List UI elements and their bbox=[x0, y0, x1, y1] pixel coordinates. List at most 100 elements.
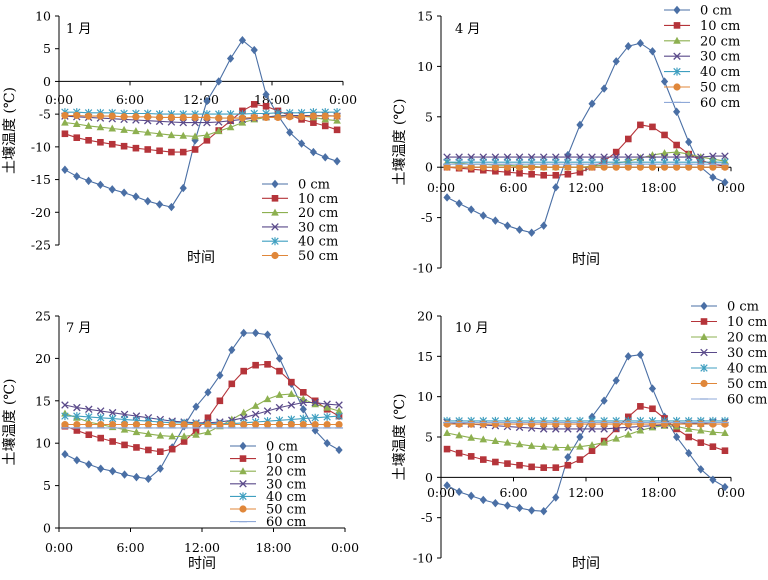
data-point bbox=[144, 429, 153, 437]
series-60cm bbox=[443, 163, 729, 165]
data-point bbox=[228, 345, 236, 355]
data-point bbox=[721, 152, 729, 160]
data-point bbox=[309, 112, 318, 120]
data-point bbox=[576, 456, 584, 463]
legend-label: 10 cm bbox=[727, 315, 767, 330]
x-axis-label: 时间 bbox=[187, 250, 215, 266]
data-point bbox=[109, 438, 116, 445]
y-tick-label: 20 bbox=[417, 309, 433, 324]
data-point bbox=[167, 131, 176, 139]
data-point bbox=[685, 420, 693, 428]
data-point bbox=[552, 464, 560, 471]
data-point bbox=[709, 163, 717, 171]
data-point bbox=[673, 141, 680, 149]
data-point bbox=[455, 449, 463, 457]
x-tick-label: 12:00 bbox=[568, 180, 604, 195]
series-50cm bbox=[61, 420, 343, 429]
x-tick-label: 0:00 bbox=[427, 180, 455, 195]
legend-marker bbox=[239, 455, 247, 462]
series-50cm bbox=[61, 111, 341, 122]
data-point bbox=[215, 77, 223, 86]
data-point bbox=[132, 192, 140, 201]
series-60cm bbox=[443, 421, 729, 424]
legend-label: 30 cm bbox=[727, 346, 767, 361]
data-point bbox=[61, 412, 69, 421]
data-point bbox=[685, 448, 693, 458]
x-tick-label: 18:00 bbox=[640, 180, 676, 195]
data-point bbox=[252, 328, 260, 338]
legend-marker bbox=[271, 223, 279, 231]
data-point bbox=[528, 506, 536, 515]
data-point bbox=[240, 328, 248, 338]
data-point bbox=[311, 413, 319, 422]
legend-label: 50 cm bbox=[700, 81, 740, 96]
data-point bbox=[168, 148, 175, 156]
legend-marker bbox=[673, 36, 681, 44]
legend-label: 20 cm bbox=[700, 34, 740, 49]
data-point bbox=[503, 163, 512, 171]
data-point bbox=[624, 163, 632, 171]
series-30cm bbox=[443, 152, 729, 161]
y-tick-label: -10 bbox=[31, 139, 51, 154]
data-point bbox=[144, 146, 152, 153]
x-tick-label: 18:00 bbox=[640, 485, 676, 500]
data-point bbox=[179, 131, 188, 139]
data-point bbox=[108, 124, 117, 132]
data-point bbox=[515, 225, 524, 234]
data-point bbox=[333, 116, 341, 124]
data-point bbox=[588, 447, 596, 455]
data-point bbox=[467, 420, 475, 428]
data-point bbox=[133, 444, 140, 451]
legend-marker bbox=[239, 467, 247, 475]
y-tick-label: 5 bbox=[425, 430, 433, 445]
data-point bbox=[228, 380, 236, 388]
data-point bbox=[240, 420, 248, 429]
data-point bbox=[73, 427, 81, 434]
data-point bbox=[721, 163, 729, 171]
data-point bbox=[455, 431, 463, 439]
data-point bbox=[299, 427, 308, 429]
data-point bbox=[624, 135, 632, 143]
data-point bbox=[132, 420, 141, 429]
data-point bbox=[132, 113, 140, 121]
legend-marker bbox=[700, 301, 708, 311]
data-point bbox=[156, 431, 165, 439]
data-point bbox=[97, 420, 105, 429]
data-point bbox=[252, 361, 259, 369]
data-point bbox=[467, 453, 475, 460]
data-point bbox=[527, 421, 536, 424]
data-point bbox=[323, 400, 331, 408]
data-point bbox=[600, 396, 608, 405]
series-50cm bbox=[443, 163, 729, 171]
data-point bbox=[323, 420, 331, 429]
x-tick-label: 0:00 bbox=[717, 485, 745, 500]
data-point bbox=[238, 36, 247, 45]
data-point bbox=[214, 127, 223, 135]
data-point bbox=[612, 421, 621, 424]
data-point bbox=[84, 112, 93, 120]
x-tick-label: 6:00 bbox=[499, 485, 527, 500]
data-point bbox=[660, 77, 669, 86]
legend-marker bbox=[271, 237, 279, 246]
data-point bbox=[96, 180, 105, 190]
y-tick-label: 0 bbox=[43, 521, 51, 536]
data-point bbox=[275, 354, 284, 363]
data-point bbox=[588, 441, 596, 449]
x-tick-label: 12:00 bbox=[184, 540, 220, 555]
data-point bbox=[539, 442, 548, 450]
legend-marker bbox=[271, 208, 279, 216]
data-point bbox=[156, 420, 164, 429]
data-point bbox=[226, 123, 235, 131]
data-point bbox=[709, 173, 717, 182]
data-point bbox=[85, 420, 93, 429]
series-line bbox=[447, 155, 725, 158]
data-point bbox=[155, 129, 164, 137]
data-point bbox=[61, 165, 69, 174]
data-point bbox=[672, 163, 681, 165]
data-point bbox=[637, 403, 644, 410]
data-point bbox=[455, 199, 463, 208]
data-point bbox=[275, 403, 284, 412]
data-point bbox=[637, 121, 644, 129]
data-point bbox=[84, 121, 93, 129]
data-point bbox=[443, 420, 451, 428]
